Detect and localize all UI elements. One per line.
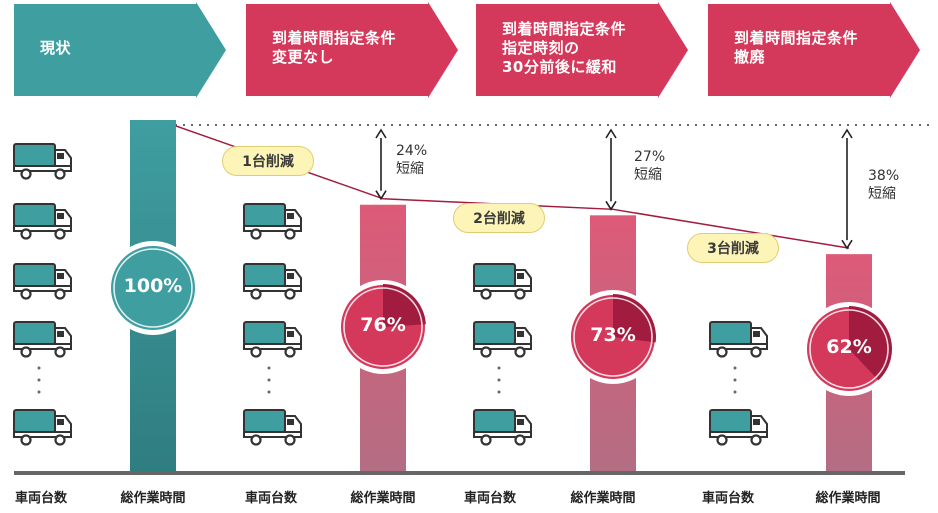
ellipsis-dots — [733, 366, 737, 394]
arrowhead-down — [841, 239, 853, 250]
arrowhead-up — [841, 128, 853, 139]
truck-icon — [12, 262, 73, 300]
vehicle-reduction-pill-2: 2台削減 — [453, 203, 545, 233]
scenario-banner-abolished — [708, 2, 920, 98]
truck-icon — [472, 320, 533, 358]
value-label-unchanged: 76% — [360, 314, 406, 336]
reduction-percent-2: 27% — [634, 148, 666, 165]
scenario-banner-current — [14, 2, 226, 98]
truck-icon — [242, 202, 303, 240]
x-label-vehicle-count: 車両台数 — [463, 491, 516, 506]
value-badge-current — [109, 244, 197, 332]
value-badge-inner-ring — [809, 309, 889, 389]
arrowhead-down — [605, 200, 617, 211]
reduction-slice — [613, 294, 657, 343]
truck-icon — [472, 262, 533, 300]
truck-icon — [708, 320, 769, 358]
ellipsis-dots — [267, 366, 271, 394]
x-label-vehicle-count: 車両台数 — [14, 491, 67, 506]
truck-icon — [242, 408, 303, 446]
x-label-total-work-time: 総作業時間 — [120, 491, 186, 506]
truck-icon — [12, 320, 73, 358]
arrowhead-up — [605, 128, 617, 139]
scenario-header-relaxed: 到着時間指定条件 指定時刻の 30分前後に緩和 — [502, 19, 627, 76]
x-label-total-work-time: 総作業時間 — [570, 491, 636, 506]
truck-icon — [242, 262, 303, 300]
reduction-slice — [849, 306, 892, 381]
x-label-vehicle-count: 車両台数 — [244, 491, 297, 506]
arrowhead-down — [375, 190, 387, 201]
truck-icon — [12, 408, 73, 446]
value-badge-inner-ring — [573, 297, 653, 377]
vehicle-reduction-pill-3: 3台削減 — [687, 233, 779, 263]
value-label-relaxed: 73% — [590, 324, 636, 346]
ellipsis-dots — [37, 366, 41, 394]
ellipsis-dots — [497, 366, 501, 394]
x-label-total-work-time: 総作業時間 — [350, 491, 416, 506]
reduction-percent-1: 24% — [396, 143, 428, 160]
scenario-header-unchanged: 到着時間指定条件 変更なし — [272, 29, 397, 66]
scenario-banner-relaxed — [476, 2, 688, 98]
arrowhead-up — [375, 128, 387, 139]
scenario-banner-unchanged — [246, 2, 458, 98]
reduction-text-1: 短縮 — [396, 161, 424, 178]
truck-icon — [12, 142, 73, 180]
scenario-header-current: 現状 — [40, 38, 72, 57]
truck-icon — [12, 202, 73, 240]
reduction-text-2: 短縮 — [634, 166, 662, 183]
value-badge-inner-ring — [343, 287, 423, 367]
value-label-current: 100% — [123, 275, 183, 297]
x-label-vehicle-count: 車両台数 — [701, 491, 754, 506]
truck-icon — [472, 408, 533, 446]
scenario-header-abolished: 到着時間指定条件 撤廃 — [734, 29, 859, 66]
reduction-text-3: 短縮 — [868, 186, 896, 203]
reduction-slice — [383, 284, 426, 327]
reduction-percent-3: 38% — [868, 168, 900, 185]
truck-icon — [242, 320, 303, 358]
x-label-total-work-time: 総作業時間 — [815, 491, 881, 506]
value-badge-inner-ring — [113, 248, 193, 328]
value-label-abolished: 62% — [826, 336, 872, 358]
vehicle-reduction-pill-1: 1台削減 — [222, 146, 314, 176]
truck-icon — [708, 408, 769, 446]
